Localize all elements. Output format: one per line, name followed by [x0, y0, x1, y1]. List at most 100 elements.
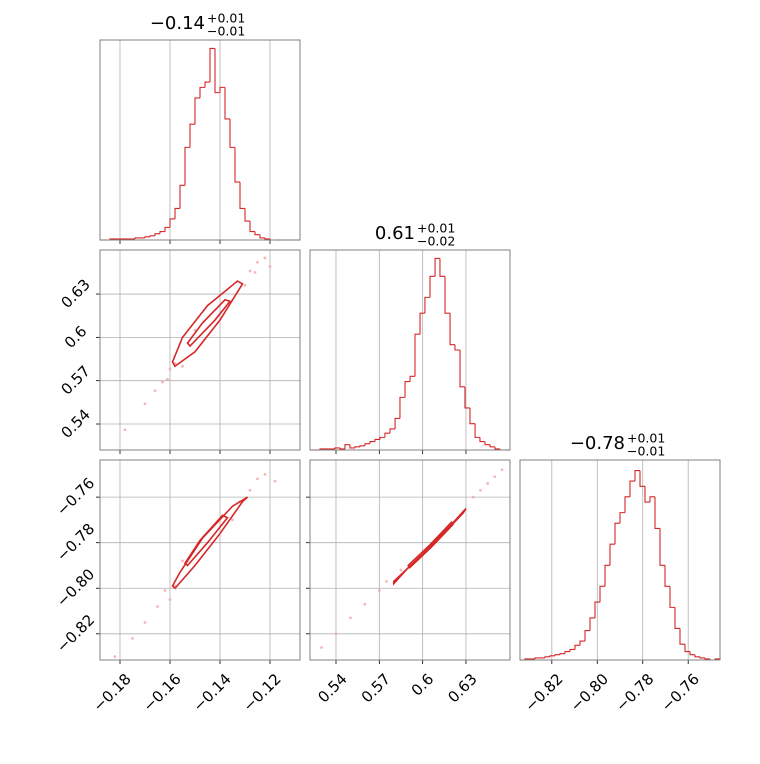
x-tick-label: 0.54 — [314, 670, 350, 706]
histogram-step — [369, 441, 375, 444]
sample-point — [248, 488, 252, 492]
histogram-step — [589, 617, 595, 631]
contour — [407, 520, 454, 569]
histogram-step — [389, 428, 396, 434]
panel-frame — [519, 459, 721, 661]
histogram-step — [199, 86, 205, 98]
x-tick-label: 0.57 — [358, 670, 394, 706]
histogram-step — [169, 218, 175, 228]
sample-point — [143, 402, 147, 406]
histogram-step — [449, 313, 455, 346]
histogram-step — [264, 237, 270, 240]
histogram-step — [679, 628, 685, 645]
histogram-step — [614, 522, 620, 545]
x-tick-label: −0.12 — [240, 670, 285, 715]
histogram-step — [354, 446, 360, 448]
sample-point — [168, 598, 172, 602]
histogram-step — [659, 528, 665, 566]
histogram-step — [409, 375, 415, 382]
histogram-step — [194, 97, 200, 125]
panel-title: 0.61 — [375, 223, 415, 244]
panel-frame — [309, 459, 511, 661]
sample-point — [181, 559, 184, 563]
histogram-step — [259, 234, 265, 239]
title-upper-error: +0.01 — [207, 11, 245, 26]
title-upper-error: +0.01 — [417, 221, 455, 236]
x-tick-label: −0.14 — [190, 670, 235, 715]
histogram-step — [579, 640, 585, 646]
histogram-step — [399, 396, 406, 419]
histogram-step — [424, 296, 430, 314]
y-tick-label: −0.78 — [53, 520, 98, 565]
histogram-step — [229, 118, 235, 148]
histogram-step — [469, 407, 476, 425]
histogram-step — [699, 656, 705, 659]
title-upper-error: +0.01 — [627, 431, 665, 446]
sample-point — [263, 256, 267, 260]
histogram-step — [209, 47, 215, 83]
histogram-step — [224, 87, 230, 120]
x-tick-label: −0.78 — [612, 670, 657, 715]
x-tick-label: −0.82 — [521, 670, 566, 715]
histogram-step — [364, 443, 371, 446]
sample-point — [243, 283, 247, 287]
histogram-step — [564, 651, 570, 654]
histogram-step — [464, 386, 470, 409]
histogram-step — [649, 496, 655, 503]
sample-point — [256, 477, 259, 481]
x-tick-label: −0.18 — [90, 670, 135, 715]
histogram-step — [559, 653, 565, 655]
sample-point — [273, 479, 277, 483]
sample-point — [168, 367, 172, 371]
y-tick-label: 0.54 — [57, 405, 93, 441]
histogram-step — [484, 441, 491, 446]
sample-point — [253, 270, 257, 274]
sample-point — [123, 428, 127, 432]
sample-point — [113, 655, 117, 658]
y-tick-label: 0.57 — [57, 362, 93, 398]
histogram-step — [634, 469, 640, 482]
histogram-step — [204, 81, 210, 88]
histogram-step — [494, 446, 501, 450]
panel-title: −0.78 — [570, 433, 625, 454]
histogram-step — [184, 146, 190, 186]
sample-point — [363, 602, 367, 606]
histogram-step — [619, 512, 625, 524]
y-tick-label: −0.82 — [53, 611, 98, 656]
histogram-step — [439, 258, 446, 277]
histogram-step — [144, 236, 150, 238]
sample-point — [248, 269, 252, 273]
histogram-step — [214, 48, 220, 94]
sample-point — [143, 621, 147, 624]
sample-point — [268, 265, 272, 269]
y-tick-label: −0.80 — [53, 565, 98, 610]
panel: −0.14 +0.01−0.01 — [99, 11, 301, 244]
panel-title: −0.14 — [150, 13, 205, 34]
histogram-step — [374, 438, 381, 442]
sample-point — [256, 260, 259, 264]
histogram-step — [419, 312, 425, 335]
histogram-step — [239, 182, 245, 209]
histogram-step — [549, 655, 555, 657]
histogram-step — [434, 257, 440, 277]
histogram-step — [344, 444, 350, 449]
histogram-step — [644, 486, 650, 503]
histogram-step — [584, 629, 590, 642]
panel: 0.61 +0.01−0.02 — [309, 221, 511, 454]
histogram-step — [474, 423, 480, 438]
histogram-step — [624, 496, 630, 513]
contour — [186, 298, 232, 348]
histogram-step — [454, 344, 461, 351]
histogram-step — [379, 436, 385, 440]
x-tick-label: −0.16 — [140, 670, 185, 715]
y-tick-label: 0.63 — [57, 276, 93, 312]
histogram-step — [179, 184, 185, 209]
sample-point — [156, 605, 159, 608]
sample-point — [320, 646, 323, 649]
sample-point — [334, 632, 338, 636]
histogram-step — [664, 565, 670, 587]
sample-point — [500, 468, 504, 472]
sample-point — [163, 589, 167, 592]
histogram-step — [164, 226, 170, 232]
histogram-step — [359, 445, 366, 447]
